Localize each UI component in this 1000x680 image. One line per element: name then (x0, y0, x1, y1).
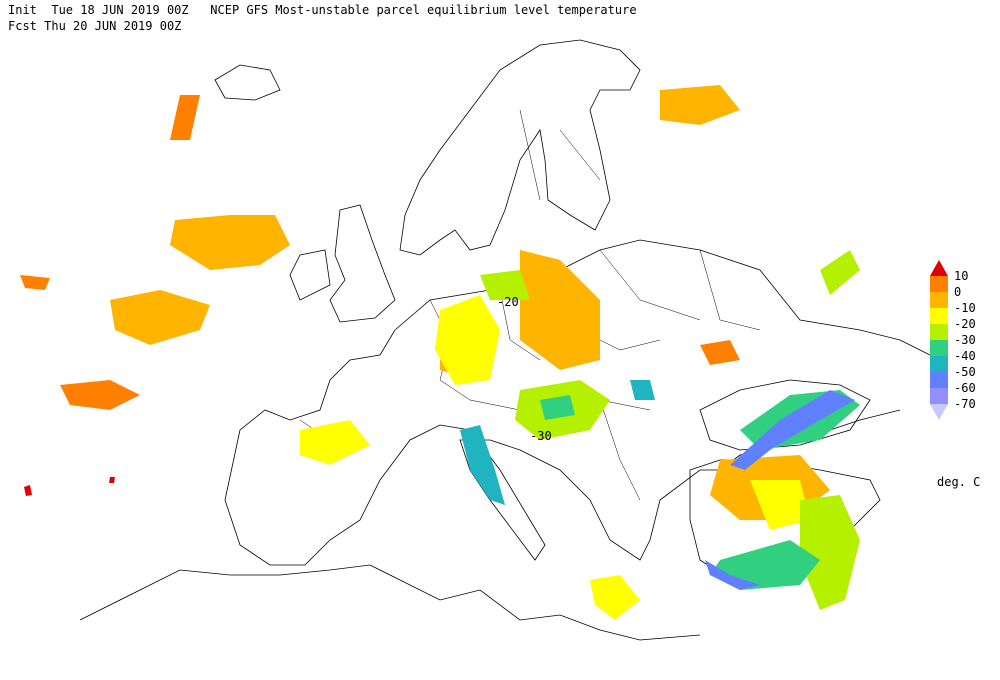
colorbar-label: -50 (954, 365, 976, 379)
colorbar-box (930, 340, 948, 356)
colorbar-label: 10 (954, 269, 968, 283)
colorbar-label: -40 (954, 349, 976, 363)
black-sea-coast (699, 379, 871, 451)
colorbar-box (930, 372, 948, 388)
header-line-2: Fcst Thu 20 JUN 2019 00Z (8, 19, 181, 33)
colorbar-label: -30 (954, 333, 976, 347)
colorbar-label: -60 (954, 381, 976, 395)
colorbar-box (930, 356, 948, 372)
colorbar-label: -10 (954, 301, 976, 315)
north-africa-coast (79, 564, 701, 641)
colorbar-box (930, 308, 948, 324)
field-shading (20, 85, 860, 620)
shaded-area (705, 390, 855, 590)
british-isles-coast (289, 204, 396, 323)
contour-label: -20 (497, 295, 519, 309)
colorbar-bottom-arrow (930, 404, 948, 420)
colorbar-box (930, 324, 948, 340)
colorbar-box (930, 292, 948, 308)
scandinavia-coast (399, 39, 641, 256)
colorbar: 10 0 -10 -20 -30 -40 -50 -60 -70 (930, 260, 976, 420)
colorbar-label: 0 (954, 285, 961, 299)
iceland-coast (214, 64, 281, 101)
header-line-1: Init Tue 18 JUN 2019 00Z NCEP GFS Most-u… (8, 3, 637, 17)
shaded-area (110, 85, 830, 520)
colorbar-box (930, 388, 948, 404)
contour-label: -30 (530, 429, 552, 443)
colorbar-box (930, 276, 948, 292)
colorbar-label: -70 (954, 397, 976, 411)
shaded-area (480, 250, 860, 610)
continent-coast (224, 239, 941, 566)
shaded-area (20, 95, 740, 410)
colorbar-label: -20 (954, 317, 976, 331)
shaded-area (24, 477, 115, 496)
colorbar-top-arrow (930, 260, 948, 276)
shaded-area (460, 380, 655, 505)
units-label: deg. C (937, 475, 980, 489)
